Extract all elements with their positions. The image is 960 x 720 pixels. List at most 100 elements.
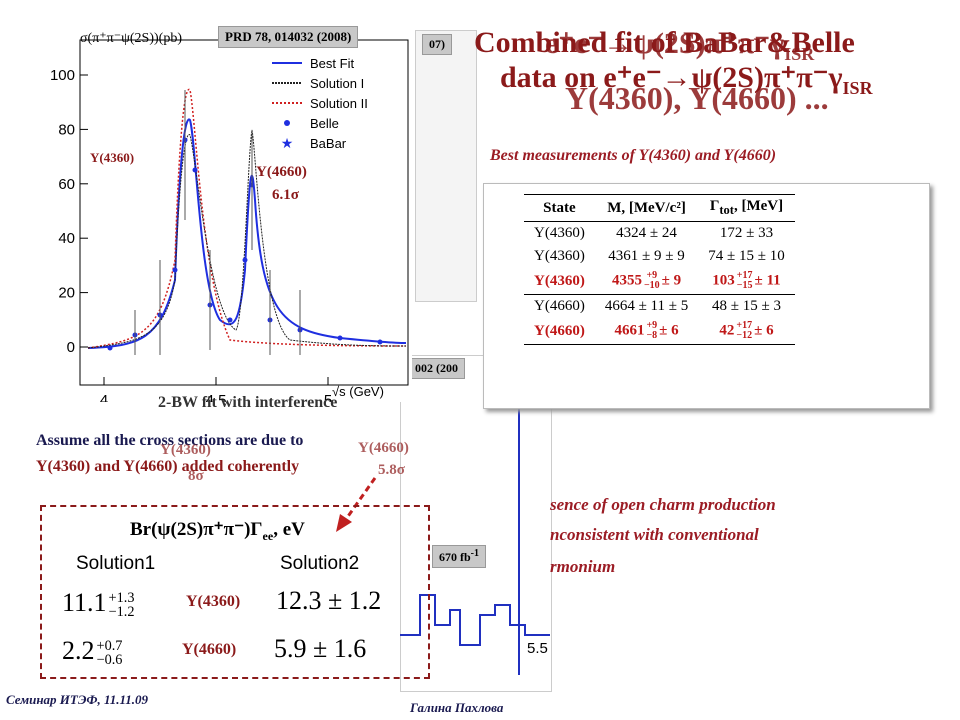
- cell-value: 74 ± 15 ± 10: [708, 248, 785, 264]
- legend-label: BaBar: [310, 136, 347, 151]
- row: Y(4360) 4324 ± 24 172 ± 33: [524, 222, 795, 246]
- x-tick-label: 4.5: [206, 392, 227, 402]
- cell-errors: +17 −12: [736, 321, 752, 341]
- title-line1: Combined fit of BaBar&Belle: [474, 26, 855, 59]
- value: 2.2: [62, 636, 95, 665]
- cell-up: +17: [736, 270, 753, 281]
- histogram-edge: [518, 375, 520, 675]
- sol1: Solution1: [76, 553, 156, 574]
- cell-down: −12: [736, 330, 753, 341]
- cell-value: ± 6: [659, 322, 679, 339]
- result-box: [40, 505, 430, 679]
- cell-down: −10: [643, 280, 660, 291]
- cell: 4361 ± 9 ± 9: [595, 245, 698, 268]
- solution-1: [87, 129, 407, 349]
- cell-value: Y(4660): [534, 322, 585, 339]
- row: Y(4660) 4661 +9 −8 ± 6 42 +17 −12 ± 6: [524, 318, 795, 345]
- lumi: 670 fb: [439, 550, 471, 564]
- value: 11.1: [62, 588, 107, 617]
- bg-panel-top: [415, 30, 477, 302]
- row: Y(4360) 4355 +9 −10 ± 9 103 +17 −15 ± 11: [524, 268, 795, 295]
- cell: Y(4360): [524, 245, 595, 268]
- header-text: , [MeV]: [733, 198, 784, 214]
- r2-s2: 5.9 ± 1.6: [268, 634, 373, 664]
- cell-value: 4324 ± 24: [616, 225, 677, 241]
- cell-up: +9: [646, 270, 658, 281]
- cell-down: −8: [646, 330, 658, 341]
- table: State M, [MeV/c²] Γtot, [MeV] Y(4360) 4324 …: [524, 194, 795, 345]
- y-tick-label: 100: [50, 67, 75, 84]
- subtitle: Best measurements of Y(4360) and Y(4660): [490, 147, 777, 164]
- note-2: nconsistent with conventional: [550, 525, 759, 544]
- cell-errors: +17 −15: [737, 271, 753, 291]
- cell: Y(4660): [524, 295, 595, 319]
- r1-label: Y(4360): [186, 593, 241, 610]
- cell-value: 4361 ± 9 ± 9: [608, 248, 685, 264]
- legend-label: Belle: [310, 116, 339, 131]
- axes: [79, 39, 409, 386]
- cell: 4355 +9 −10 ± 9: [595, 268, 698, 295]
- x-tick-label: 5: [324, 392, 332, 402]
- bg-peak2: Y(4660): [358, 440, 409, 456]
- header-sub: tot: [719, 203, 734, 217]
- footer-left: Семинар ИТЭФ, 11.11.09: [6, 692, 149, 707]
- title-sub: ISR: [842, 78, 873, 98]
- cell-value: Y(4360): [534, 272, 585, 289]
- cell-value: 4661: [614, 322, 645, 339]
- legend-label: Solution II: [310, 96, 368, 111]
- note-3: rmonium: [550, 557, 616, 576]
- cell: 42 +17 −12 ± 6: [698, 318, 794, 345]
- cell-value: ± 6: [754, 322, 774, 339]
- peak2-label: Y(4660): [256, 164, 307, 180]
- value-down: −1.2: [108, 604, 135, 621]
- x-tick-label: 4: [100, 392, 108, 402]
- cell-value: ± 11: [754, 272, 781, 289]
- y-axis-label: σ(π⁺π⁻ψ(2S))(pb): [80, 31, 182, 46]
- y-ticks: 0 20 40 60 80 100: [50, 67, 88, 356]
- cell: 4664 ± 11 ± 5: [595, 295, 698, 319]
- fit-text: 2-BW fit with interference: [158, 394, 338, 411]
- cell-value: 42: [719, 322, 735, 339]
- legend-swatch: ★: [281, 135, 294, 151]
- cell: 74 ± 15 ± 10: [698, 245, 794, 268]
- r1-s1: 11.1 +1.3 −1.2: [62, 588, 137, 621]
- y-tick-label: 0: [67, 339, 75, 356]
- r2-label: Y(4660): [182, 641, 237, 658]
- cell: Y(4360): [524, 222, 595, 246]
- cell: 172 ± 33: [698, 222, 794, 246]
- r1-s2: 12.3 ± 1.2: [270, 586, 388, 616]
- cell: 4324 ± 24: [595, 222, 698, 246]
- cell-up: +9: [646, 320, 658, 331]
- r2-s1: 2.2 +0.7 −0.6: [62, 636, 125, 667]
- bg-lumi: 670 fb-1: [432, 545, 487, 568]
- bg-sig2: 5.8σ: [378, 462, 405, 478]
- title-line2: data on e⁺e⁻→ψ(2S)π⁺π⁻γISR: [500, 60, 873, 99]
- box-title-text: Br(ψ(2S)π⁺π⁻)Γ: [130, 519, 263, 540]
- significance: 6.1σ: [272, 187, 299, 203]
- solution-2: [87, 88, 407, 349]
- cell-value: 4355: [611, 272, 642, 289]
- bg-peak1: Y(4360): [160, 442, 211, 458]
- title-over1: e⁺e⁻→ψ(2S)π⁺π⁻γISR: [545, 26, 814, 65]
- bg-xtick: 5.5: [527, 640, 548, 657]
- assume-1: Assume all the cross sections are due to: [36, 432, 304, 449]
- title-sub: ISR: [784, 44, 815, 64]
- cell-down: −15: [736, 280, 753, 291]
- bg-histogram: [400, 375, 550, 675]
- cell-value: Y(4360): [534, 225, 585, 241]
- y-tick-label: 80: [58, 121, 75, 138]
- best-fit: [87, 118, 407, 349]
- cell: 4661 +9 −8 ± 6: [595, 318, 698, 345]
- value-up: +0.7: [96, 637, 123, 654]
- cell: 103 +17 −15 ± 11: [698, 268, 794, 295]
- cell-value: Y(4360): [534, 248, 585, 264]
- cell-value: 4664 ± 11 ± 5: [604, 298, 689, 314]
- cell-value: ± 9: [661, 272, 682, 289]
- box-title-text: , eV: [273, 519, 305, 540]
- histogram: [400, 594, 550, 646]
- header: M, [MeV/c²]: [607, 199, 686, 216]
- cell-value: 172 ± 33: [719, 225, 774, 241]
- note-1: sence of open charm production: [550, 495, 776, 514]
- cell-value: 48 ± 15 ± 3: [712, 298, 781, 314]
